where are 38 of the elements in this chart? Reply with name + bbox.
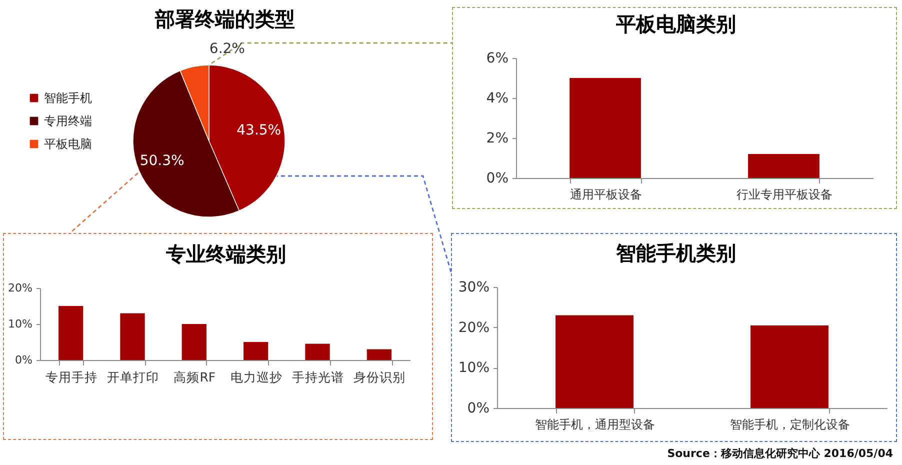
x-tick-label: 高频RF [174, 370, 216, 384]
y-tick-label: 20% [458, 320, 490, 336]
chart-title: 平板电脑类别 [615, 12, 736, 36]
data-label: 6.2% [209, 40, 245, 57]
data-label: 50.3% [140, 152, 184, 169]
bar [182, 324, 206, 360]
y-tick-label: 6% [486, 50, 508, 66]
y-tick-label: 4% [486, 90, 508, 106]
y-tick-label: 30% [458, 280, 490, 296]
legend-label: 智能手机 [44, 91, 92, 105]
chart-title: 智能手机类别 [615, 241, 736, 265]
x-tick-label: 手持光谱 [292, 370, 344, 384]
bar [244, 342, 268, 360]
x-tick-label: 智能手机，通用型设备 [535, 418, 655, 432]
x-tick-label: 开单打印 [107, 370, 159, 384]
x-tick-label: 身份识别 [354, 370, 406, 384]
x-tick-label: 智能手机，定制化设备 [730, 418, 850, 432]
legend-label: 平板电脑 [44, 137, 92, 151]
y-tick-label: 0% [15, 354, 32, 366]
bar [305, 344, 330, 360]
y-tick-label: 20% [8, 282, 32, 294]
x-tick-label: 专用手持 [45, 370, 98, 384]
y-tick-label: 10% [8, 318, 32, 330]
chart-title: 专业终端类别 [165, 242, 286, 266]
chart-title: 部署终端的类型 [154, 6, 295, 31]
y-tick-label: 2% [486, 130, 508, 146]
x-tick-label: 行业专用平板设备 [736, 188, 832, 202]
y-tick-label: 0% [486, 170, 508, 186]
bar [366, 349, 392, 360]
bar [120, 313, 145, 360]
y-tick-label: 0% [467, 400, 490, 416]
source-note: Source：移动信息化研究中心 2016/05/04 [667, 446, 893, 461]
x-tick-label: 电力巡抄 [230, 370, 282, 384]
data-label: 43.5% [236, 122, 282, 139]
legend-label: 专用终端 [44, 114, 92, 128]
x-tick-label: 通用平板设备 [570, 188, 642, 202]
y-tick-label: 10% [458, 360, 490, 376]
bar [58, 306, 84, 360]
